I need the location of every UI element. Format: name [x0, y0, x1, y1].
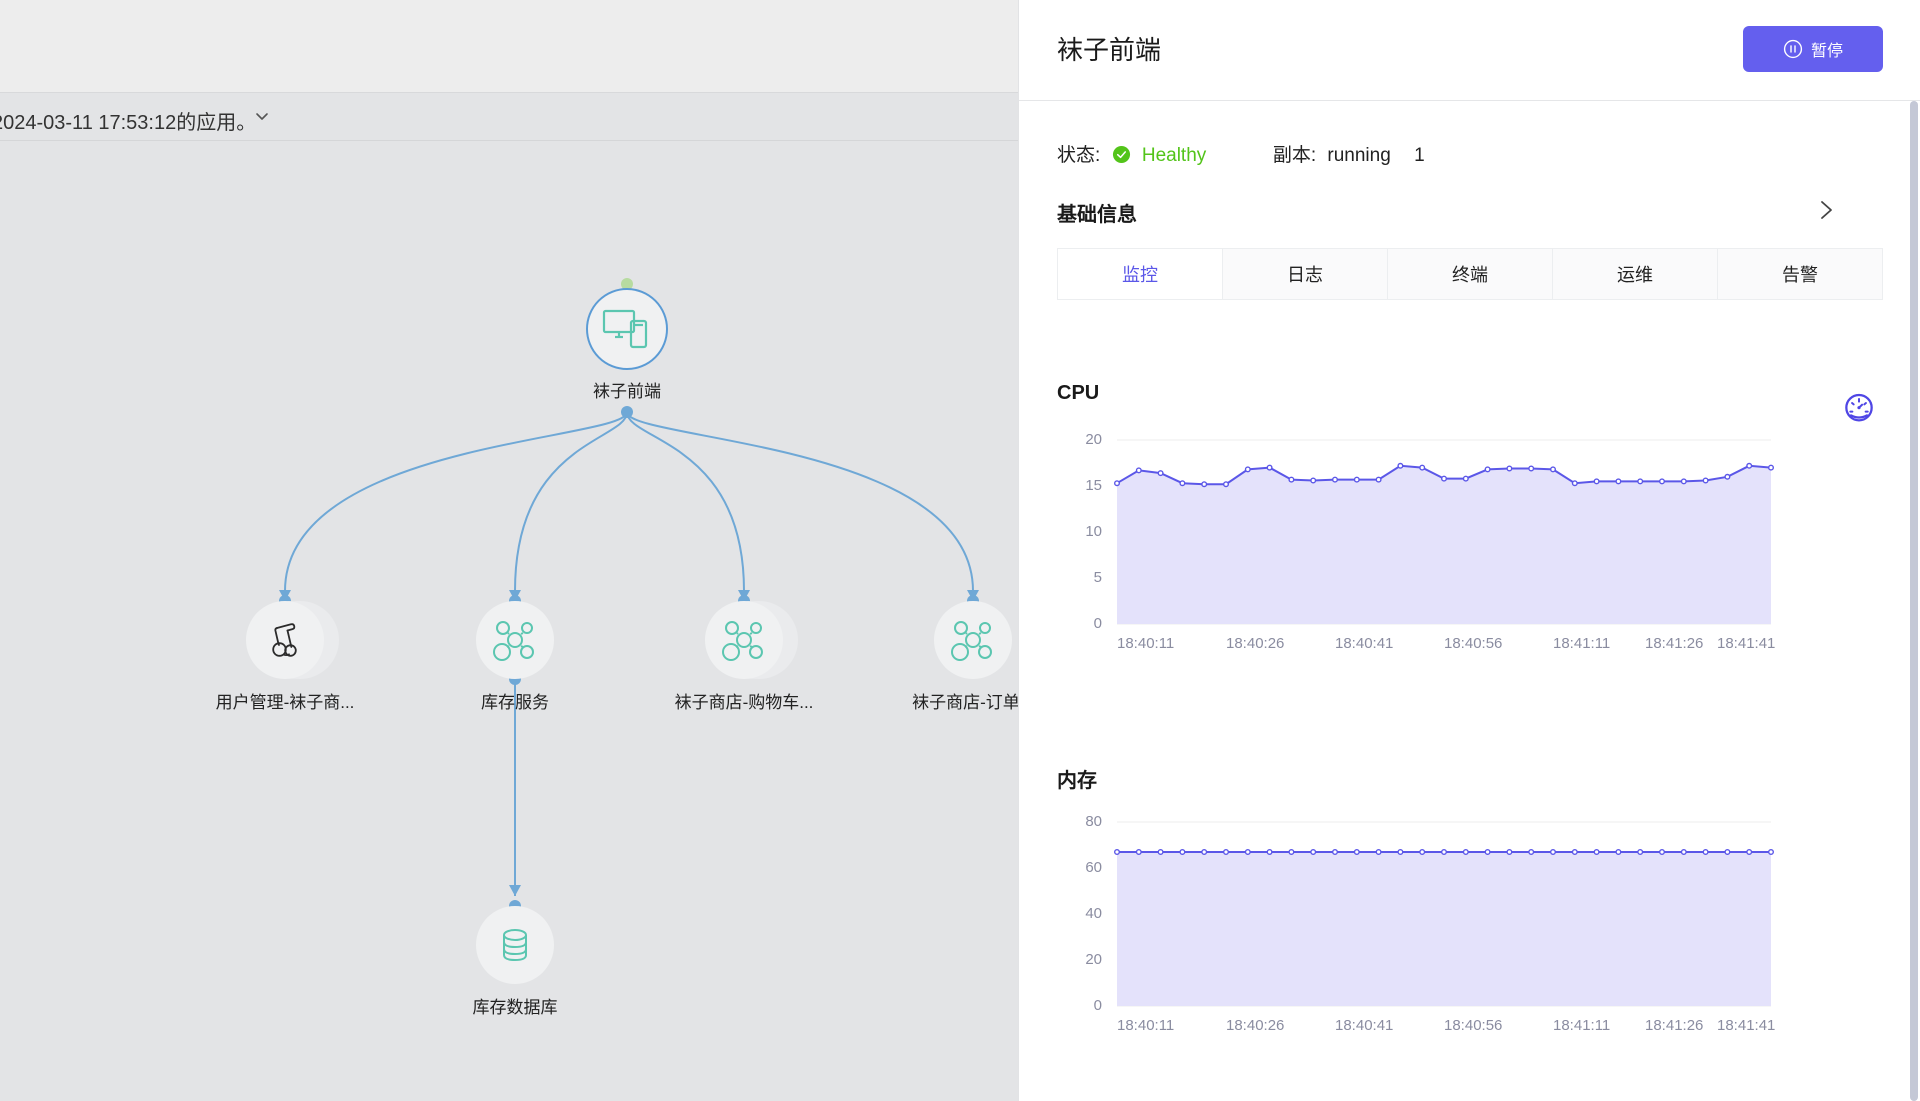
svg-text:0: 0	[1094, 997, 1102, 1014]
svg-text:10: 10	[1085, 523, 1102, 540]
svg-text:18:40:41: 18:40:41	[1335, 635, 1393, 652]
svg-text:18:41:26: 18:41:26	[1645, 1017, 1703, 1034]
svg-text:18:41:11: 18:41:11	[1553, 1017, 1610, 1034]
svg-text:18:40:41: 18:40:41	[1335, 1017, 1393, 1034]
svg-text:18:40:26: 18:40:26	[1226, 635, 1284, 652]
svg-text:18:40:56: 18:40:56	[1444, 1017, 1502, 1034]
svg-text:18:40:11: 18:40:11	[1117, 635, 1174, 652]
svg-text:20: 20	[1085, 951, 1102, 968]
svg-text:40: 40	[1085, 905, 1102, 922]
svg-text:18:41:41: 18:41:41	[1717, 1017, 1775, 1034]
svg-text:20: 20	[1085, 431, 1102, 448]
svg-text:60: 60	[1085, 859, 1102, 876]
svg-text:18:40:56: 18:40:56	[1444, 635, 1502, 652]
svg-text:5: 5	[1094, 569, 1102, 586]
svg-text:18:40:11: 18:40:11	[1117, 1017, 1174, 1034]
svg-text:0: 0	[1094, 615, 1102, 632]
svg-text:18:41:41: 18:41:41	[1717, 635, 1775, 652]
svg-text:18:40:26: 18:40:26	[1226, 1017, 1284, 1034]
svg-text:18:41:11: 18:41:11	[1553, 635, 1610, 652]
svg-text:18:41:26: 18:41:26	[1645, 635, 1703, 652]
svg-text:15: 15	[1085, 477, 1102, 494]
svg-text:80: 80	[1085, 813, 1102, 830]
